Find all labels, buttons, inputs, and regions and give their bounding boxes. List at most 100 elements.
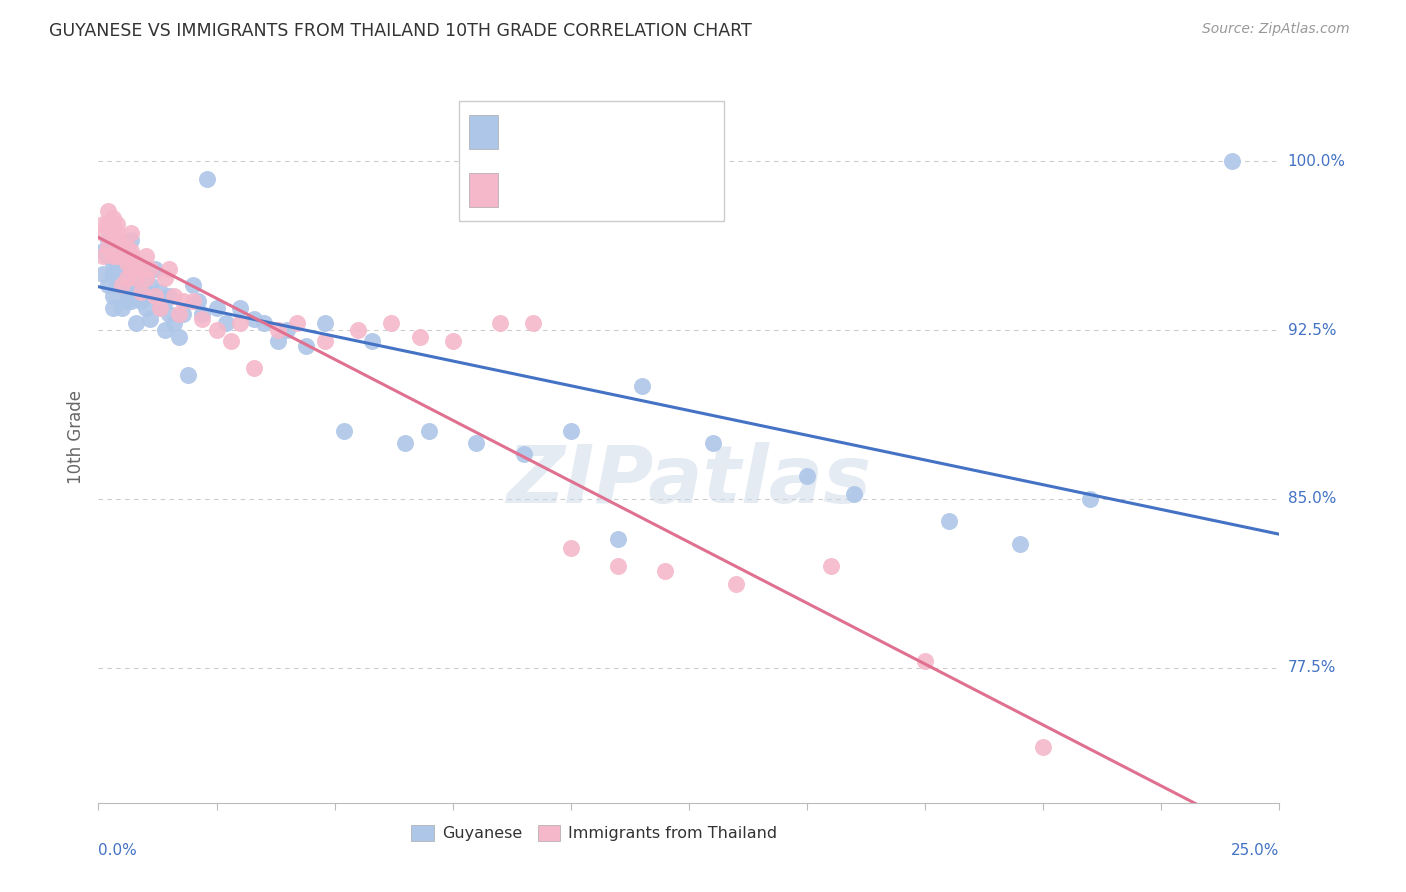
Text: GUYANESE VS IMMIGRANTS FROM THAILAND 10TH GRADE CORRELATION CHART: GUYANESE VS IMMIGRANTS FROM THAILAND 10T… <box>49 22 752 40</box>
Point <box>267 323 290 337</box>
Point <box>129 262 152 277</box>
Point <box>105 244 128 259</box>
Point <box>111 301 134 315</box>
Point <box>121 285 143 299</box>
Point <box>172 307 194 321</box>
Legend: Guyanese, Immigrants from Thailand: Guyanese, Immigrants from Thailand <box>405 818 785 847</box>
Point <box>139 312 162 326</box>
Point <box>97 233 120 247</box>
Point <box>181 278 204 293</box>
Point <box>121 249 143 263</box>
Point <box>153 293 176 308</box>
Point <box>121 262 143 277</box>
Point <box>630 379 652 393</box>
Text: 92.5%: 92.5% <box>1288 323 1336 338</box>
Point <box>820 559 842 574</box>
Point <box>105 233 128 247</box>
Point <box>101 227 124 241</box>
Point <box>408 330 430 344</box>
Point <box>111 278 134 293</box>
Point <box>135 301 157 315</box>
Point <box>153 271 176 285</box>
Point <box>111 240 134 254</box>
Point <box>91 218 114 232</box>
Point <box>361 334 384 349</box>
Point <box>125 271 148 285</box>
Point <box>489 317 512 331</box>
Text: 0.0%: 0.0% <box>98 843 138 858</box>
Point <box>172 293 194 308</box>
Text: 25.0%: 25.0% <box>1232 843 1279 858</box>
Point <box>163 317 186 331</box>
Point <box>143 289 166 303</box>
Point <box>380 317 402 331</box>
Point <box>101 211 124 225</box>
Point <box>725 577 748 591</box>
Point <box>115 293 138 308</box>
Point <box>560 425 582 439</box>
Point <box>149 301 172 315</box>
Point <box>418 425 440 439</box>
Point <box>195 172 218 186</box>
Point <box>111 249 134 263</box>
Point <box>267 334 290 349</box>
Point <box>91 227 114 241</box>
Point <box>139 278 162 293</box>
Point <box>105 255 128 269</box>
Point <box>125 317 148 331</box>
Point <box>844 487 866 501</box>
Point <box>105 218 128 232</box>
Point <box>465 435 488 450</box>
Point <box>139 262 162 277</box>
Point <box>1008 537 1031 551</box>
Point <box>101 301 124 315</box>
Point <box>167 307 190 321</box>
Point <box>105 233 128 247</box>
Point <box>111 271 134 285</box>
Point <box>121 227 143 241</box>
Point <box>129 293 152 308</box>
Point <box>111 262 134 277</box>
Point <box>105 267 128 281</box>
Point <box>1080 491 1102 506</box>
Point <box>522 317 544 331</box>
Point <box>101 289 124 303</box>
Point <box>441 334 464 349</box>
Text: 77.5%: 77.5% <box>1288 660 1336 675</box>
Point <box>143 289 166 303</box>
Point <box>135 285 157 299</box>
Point <box>295 339 318 353</box>
Point <box>125 255 148 269</box>
Point <box>105 227 128 241</box>
Point <box>191 307 214 321</box>
Point <box>129 285 152 299</box>
Point <box>135 267 157 281</box>
Point <box>1032 739 1054 754</box>
Point <box>163 289 186 303</box>
Point <box>121 233 143 247</box>
Text: ZIPatlas: ZIPatlas <box>506 442 872 520</box>
Point <box>191 312 214 326</box>
Point <box>253 317 276 331</box>
Point <box>177 368 200 383</box>
Point <box>205 323 228 337</box>
Point <box>125 271 148 285</box>
Point <box>229 301 252 315</box>
Point <box>97 249 120 263</box>
Point <box>97 203 120 218</box>
Point <box>153 323 176 337</box>
Point <box>1220 154 1243 169</box>
Point <box>101 240 124 254</box>
Point <box>105 249 128 263</box>
Point <box>97 278 120 293</box>
Point <box>105 278 128 293</box>
Point <box>101 255 124 269</box>
Point <box>219 334 242 349</box>
Point <box>149 301 172 315</box>
Point <box>91 244 114 259</box>
Point <box>243 361 266 376</box>
Point <box>149 285 172 299</box>
Point <box>135 271 157 285</box>
Point <box>607 559 630 574</box>
Point <box>560 541 582 556</box>
